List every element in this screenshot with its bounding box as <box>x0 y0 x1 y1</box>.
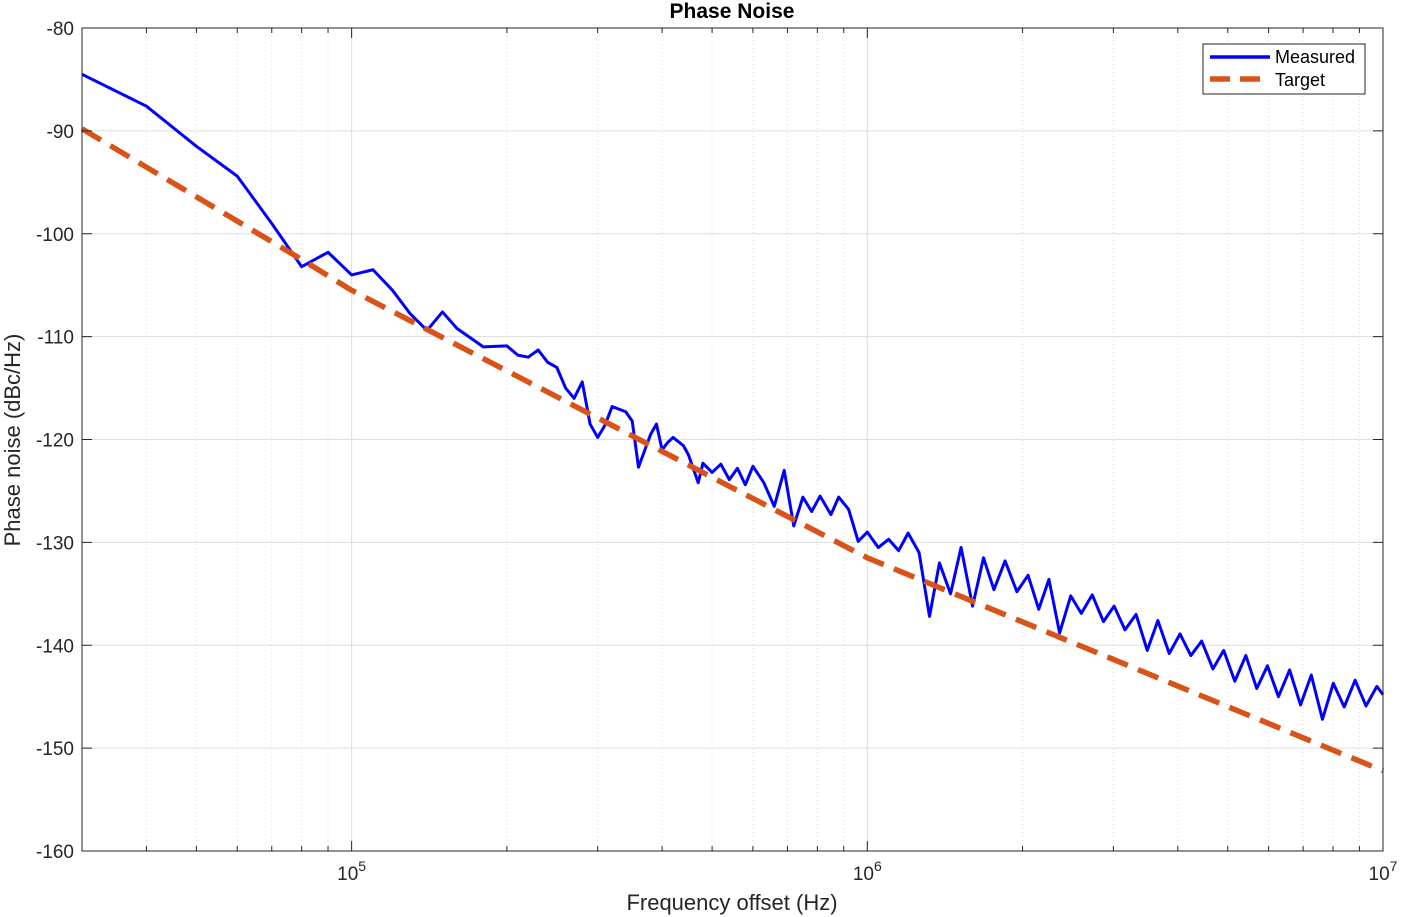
x-tick-label: 106 <box>853 858 882 885</box>
legend-target-label: Target <box>1275 70 1325 90</box>
y-tick-label: -90 <box>47 122 74 143</box>
legend-measured-label: Measured <box>1275 47 1355 67</box>
series-line-measured <box>81 72 1385 721</box>
legend-box <box>1202 43 1366 95</box>
y-tick-label: -160 <box>36 842 74 863</box>
y-tick-label: -150 <box>36 739 74 760</box>
y-tick-label: -120 <box>36 431 74 452</box>
series-line-target <box>80 126 1385 774</box>
y-axis-label: Phase noise (dBc/Hz) <box>0 334 25 547</box>
x-tick-labels: 105 106 107 <box>337 858 1398 885</box>
series-layer <box>80 72 1385 774</box>
plot-area <box>80 27 1385 852</box>
y-tick-label: -110 <box>37 328 74 349</box>
legend: Measured Target <box>1202 43 1366 95</box>
chart-title: Phase Noise <box>670 0 795 23</box>
x-axis-label: Frequency offset (Hz) <box>626 890 837 915</box>
y-tick-label: -130 <box>36 533 74 554</box>
y-tick-label: -100 <box>36 225 74 246</box>
tick-marks <box>82 27 1384 852</box>
x-tick-label: 107 <box>1369 858 1398 885</box>
y-tick-label: -80 <box>47 19 74 40</box>
y-tick-labels: -80 -90 -100 -110 -120 -130 -140 -150 -160 <box>36 19 74 863</box>
y-tick-label: -140 <box>36 636 74 657</box>
x-tick-label: 105 <box>337 858 366 885</box>
